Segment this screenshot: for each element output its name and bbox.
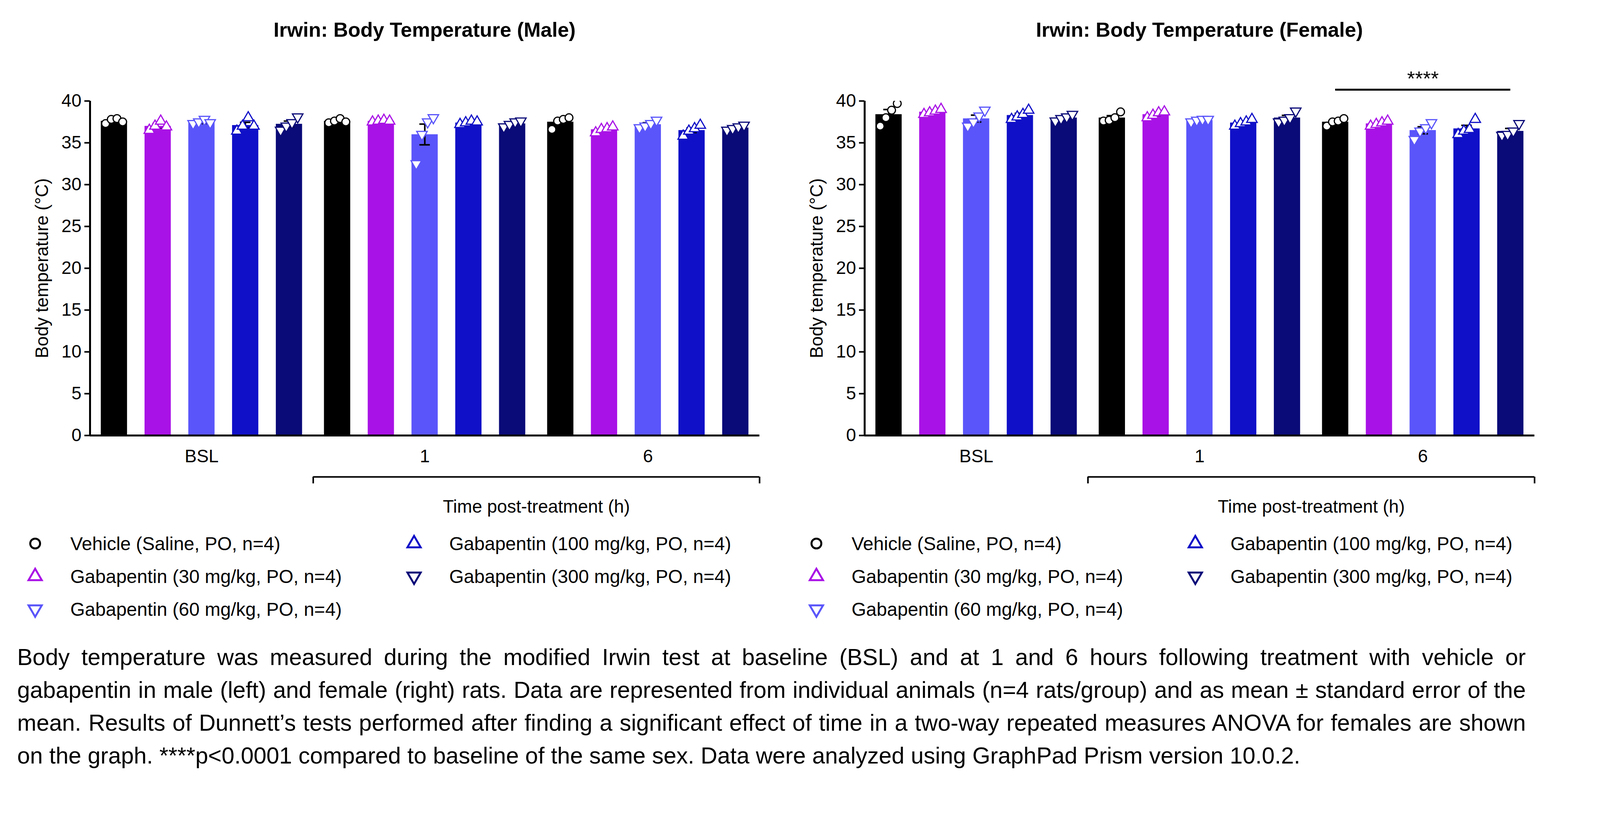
svg-text:Time post-treatment (h): Time post-treatment (h) bbox=[1217, 496, 1405, 517]
svg-text:40: 40 bbox=[835, 90, 856, 111]
html-text:Irwin: Body Temperature (Femal: Irwin: Body Temperature (Female) bbox=[1035, 18, 1363, 42]
svg-text:25: 25 bbox=[61, 215, 82, 236]
html-text:Gabapentin (300 mg/kg, PO, n=4: Gabapentin (300 mg/kg, PO, n=4) bbox=[449, 565, 732, 587]
html-text:Vehicle (Saline, PO, n=4): Vehicle (Saline, PO, n=4) bbox=[851, 533, 1062, 554]
svg-text:6: 6 bbox=[642, 445, 654, 467]
svg-text:35: 35 bbox=[835, 132, 856, 153]
svg-text:5: 5 bbox=[71, 382, 82, 404]
svg-text:5: 5 bbox=[846, 382, 857, 404]
svg-text:15: 15 bbox=[835, 299, 856, 320]
html-text:Gabapentin (100 mg/kg, PO, n=4: Gabapentin (100 mg/kg, PO, n=4) bbox=[1230, 533, 1513, 554]
svg-text:20: 20 bbox=[835, 257, 856, 278]
svg-text:20: 20 bbox=[61, 257, 82, 278]
svg-text:35: 35 bbox=[61, 132, 82, 153]
svg-text:30: 30 bbox=[61, 173, 82, 195]
html-text:Gabapentin (30 mg/kg, PO, n=4): Gabapentin (30 mg/kg, PO, n=4) bbox=[70, 565, 342, 587]
html-text:Gabapentin (60 mg/kg, PO, n=4): Gabapentin (60 mg/kg, PO, n=4) bbox=[70, 598, 342, 620]
svg-text:1: 1 bbox=[419, 445, 431, 467]
svg-text:Time post-treatment (h): Time post-treatment (h) bbox=[442, 496, 631, 517]
svg-text:Body temperature (°C): Body temperature (°C) bbox=[806, 178, 827, 359]
svg-text:0: 0 bbox=[71, 424, 82, 445]
html-text:Gabapentin (100 mg/kg, PO, n=4: Gabapentin (100 mg/kg, PO, n=4) bbox=[449, 533, 732, 554]
html-text:Gabapentin (300 mg/kg, PO, n=4: Gabapentin (300 mg/kg, PO, n=4) bbox=[1230, 565, 1513, 587]
html-text:Gabapentin (60 mg/kg, PO, n=4): Gabapentin (60 mg/kg, PO, n=4) bbox=[851, 598, 1124, 620]
svg-text:Body temperature (°C): Body temperature (°C) bbox=[31, 178, 52, 359]
svg-text:25: 25 bbox=[835, 215, 856, 236]
svg-text:BSL: BSL bbox=[184, 445, 219, 467]
svg-text:10: 10 bbox=[61, 341, 82, 362]
svg-text:0: 0 bbox=[846, 424, 857, 445]
svg-text:1: 1 bbox=[1194, 445, 1205, 467]
svg-text:10: 10 bbox=[835, 341, 856, 362]
svg-text:****: **** bbox=[1407, 67, 1439, 90]
svg-text:6: 6 bbox=[1417, 445, 1429, 467]
svg-text:BSL: BSL bbox=[959, 445, 994, 467]
html-text:Vehicle (Saline, PO, n=4): Vehicle (Saline, PO, n=4) bbox=[70, 533, 281, 554]
html-text:Irwin: Body Temperature (Male): Irwin: Body Temperature (Male) bbox=[273, 18, 576, 42]
svg-text:15: 15 bbox=[61, 299, 82, 320]
svg-text:40: 40 bbox=[61, 90, 82, 111]
html-text:Gabapentin (30 mg/kg, PO, n=4): Gabapentin (30 mg/kg, PO, n=4) bbox=[851, 565, 1124, 587]
svg-text:30: 30 bbox=[835, 173, 856, 195]
html-text:Body temperature was measured: Body temperature was measured during the… bbox=[17, 644, 1526, 769]
